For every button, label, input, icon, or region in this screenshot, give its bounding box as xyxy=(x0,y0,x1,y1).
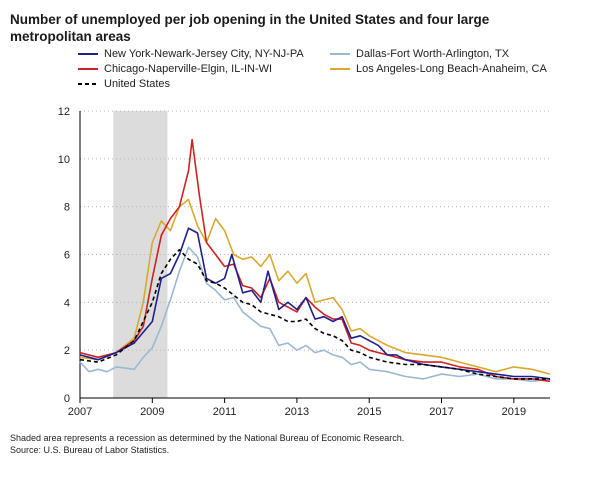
x-tick-label-2015: 2015 xyxy=(357,406,381,418)
line-chart: 0 2 4 6 8 10 12 2007 2009 2011 2013 2015 2017 2019 xyxy=(58,106,551,418)
legend-label-los-angeles: Los Angeles-Long Beach-Anaheim, CA xyxy=(356,63,547,75)
legend-swatch-dallas xyxy=(330,53,350,55)
y-tick-label-10: 10 xyxy=(58,154,70,166)
legend-item-chicago: Chicago-Naperville-Elgin, IL-IN-WI xyxy=(78,63,272,75)
chart-legend: New York-Newark-Jersey City, NY-NJ-PA Ch… xyxy=(12,48,592,92)
legend-item-dallas: Dallas-Fort Worth-Arlington, TX xyxy=(330,48,509,60)
x-tick-label-2017: 2017 xyxy=(429,406,453,418)
chart-title: Number of unemployed per job opening in … xyxy=(10,12,490,44)
x-tick-label-2009: 2009 xyxy=(140,406,164,418)
x-tick-label-2013: 2013 xyxy=(285,406,309,418)
legend-swatch-new-york xyxy=(78,53,98,55)
legend-swatch-chicago xyxy=(78,68,98,70)
footnote-recession-note: Shaded area represents a recession as de… xyxy=(10,433,405,443)
legend-item-new-york: New York-Newark-Jersey City, NY-NJ-PA xyxy=(78,48,304,60)
y-tick-label-2: 2 xyxy=(64,345,70,357)
chart-footnote: Shaded area represents a recession as de… xyxy=(10,432,404,456)
y-tick-label-8: 8 xyxy=(64,202,70,214)
y-tick-label-12: 12 xyxy=(58,106,70,118)
x-tick-label-2019: 2019 xyxy=(502,406,526,418)
y-tick-label-6: 6 xyxy=(64,250,70,262)
legend-swatch-united-states xyxy=(78,83,98,85)
x-tick-label-2007: 2007 xyxy=(68,406,92,418)
series-line-new xyxy=(79,227,551,380)
series-line-dallas xyxy=(79,246,551,383)
legend-label-chicago: Chicago-Naperville-Elgin, IL-IN-WI xyxy=(104,63,273,75)
legend-item-los-angeles: Los Angeles-Long Beach-Anaheim, CA xyxy=(330,63,547,75)
y-tick-label-4: 4 xyxy=(64,297,70,309)
series-line-chicago xyxy=(79,138,551,383)
legend-label-united-states: United States xyxy=(104,78,171,90)
legend-label-dallas: Dallas-Fort Worth-Arlington, TX xyxy=(356,48,510,60)
y-tick-label-0: 0 xyxy=(64,393,70,405)
legend-swatch-los-angeles xyxy=(330,68,350,70)
footnote-source: Source: U.S. Bureau of Labor Statistics. xyxy=(10,445,170,455)
x-tick-label-2011: 2011 xyxy=(213,406,237,418)
legend-label-new-york: New York-Newark-Jersey City, NY-NJ-PA xyxy=(104,48,304,60)
series-line-united xyxy=(79,248,550,380)
legend-item-united-states: United States xyxy=(78,78,170,90)
